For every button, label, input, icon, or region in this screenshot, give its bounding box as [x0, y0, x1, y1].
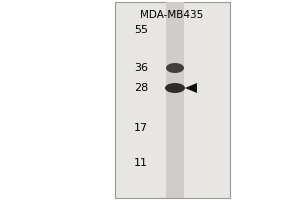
Bar	[166, 2, 184, 198]
Ellipse shape	[165, 83, 185, 93]
Text: 28: 28	[134, 83, 148, 93]
Ellipse shape	[166, 63, 184, 73]
Text: MDA-MB435: MDA-MB435	[140, 10, 204, 20]
Text: 55: 55	[134, 25, 148, 35]
Text: 36: 36	[134, 63, 148, 73]
Polygon shape	[185, 83, 197, 93]
Text: 17: 17	[134, 123, 148, 133]
Bar	[115, 2, 230, 198]
Text: 11: 11	[134, 158, 148, 168]
